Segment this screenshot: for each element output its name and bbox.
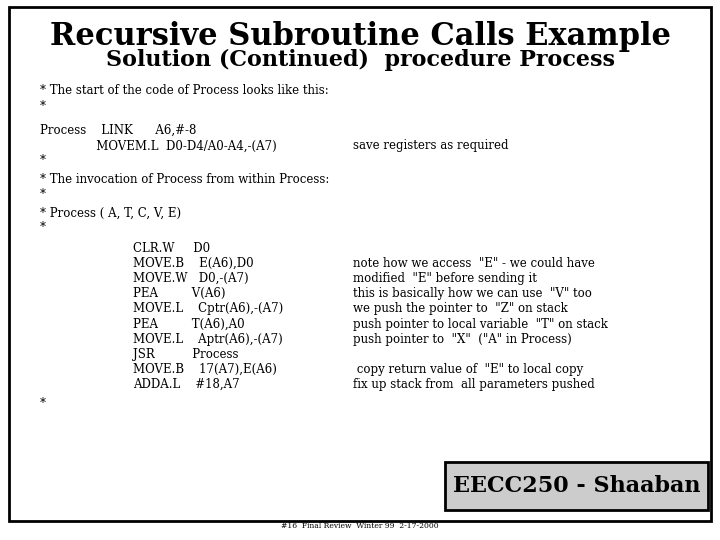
Text: * The invocation of Process from within Process:: * The invocation of Process from within …	[40, 173, 329, 186]
Text: save registers as required: save registers as required	[353, 139, 508, 152]
Bar	[445, 462, 708, 510]
Text: JSR          Process: JSR Process	[133, 348, 239, 361]
Text: MOVE.L    Cptr(A6),-(A7): MOVE.L Cptr(A6),-(A7)	[133, 302, 284, 315]
Text: this is basically how we can use  "V" too: this is basically how we can use "V" too	[353, 287, 592, 300]
Text: *: *	[40, 154, 45, 167]
Text: we push the pointer to  "Z" on stack: we push the pointer to "Z" on stack	[353, 302, 567, 315]
Text: MOVE.B    17(A7),E(A6): MOVE.B 17(A7),E(A6)	[133, 363, 277, 376]
Text: CLR.W     D0: CLR.W D0	[133, 242, 210, 255]
Text: fix up stack from  all parameters pushed: fix up stack from all parameters pushed	[353, 378, 595, 391]
Text: *: *	[40, 188, 45, 201]
Text: * The start of the code of Process looks like this:: * The start of the code of Process looks…	[40, 84, 328, 97]
Text: Recursive Subroutine Calls Example: Recursive Subroutine Calls Example	[50, 21, 670, 51]
Text: *: *	[40, 221, 45, 234]
Text: push pointer to local variable  "T" on stack: push pointer to local variable "T" on st…	[353, 318, 608, 330]
Text: ADDA.L    #18,A7: ADDA.L #18,A7	[133, 378, 240, 391]
Text: #16  Final Review  Winter 99  2-17-2000: #16 Final Review Winter 99 2-17-2000	[282, 522, 438, 530]
Text: * Process ( A, T, C, V, E): * Process ( A, T, C, V, E)	[40, 206, 181, 219]
Text: *: *	[40, 397, 45, 410]
Text: Solution (Continued)  procedure Process: Solution (Continued) procedure Process	[106, 49, 614, 71]
Text: PEA         V(A6): PEA V(A6)	[133, 287, 225, 300]
Text: Process    LINK      A6,#-8: Process LINK A6,#-8	[40, 124, 196, 137]
Text: PEA         T(A6),A0: PEA T(A6),A0	[133, 318, 245, 330]
Text: MOVE.W   D0,-(A7): MOVE.W D0,-(A7)	[133, 272, 249, 285]
Text: MOVE.B    E(A6),D0: MOVE.B E(A6),D0	[133, 257, 254, 270]
Text: copy return value of  "E" to local copy: copy return value of "E" to local copy	[353, 363, 583, 376]
Text: modified  "E" before sending it: modified "E" before sending it	[353, 272, 536, 285]
Text: *: *	[40, 100, 45, 113]
Text: EECC250 - Shaaban: EECC250 - Shaaban	[453, 475, 700, 497]
Text: MOVE.L    Aptr(A6),-(A7): MOVE.L Aptr(A6),-(A7)	[133, 333, 283, 346]
Text: MOVEM.L  D0-D4/A0-A4,-(A7): MOVEM.L D0-D4/A0-A4,-(A7)	[40, 139, 276, 152]
Text: note how we access  "E" - we could have: note how we access "E" - we could have	[353, 257, 595, 270]
Text: push pointer to  "X"  ("A" in Process): push pointer to "X" ("A" in Process)	[353, 333, 572, 346]
